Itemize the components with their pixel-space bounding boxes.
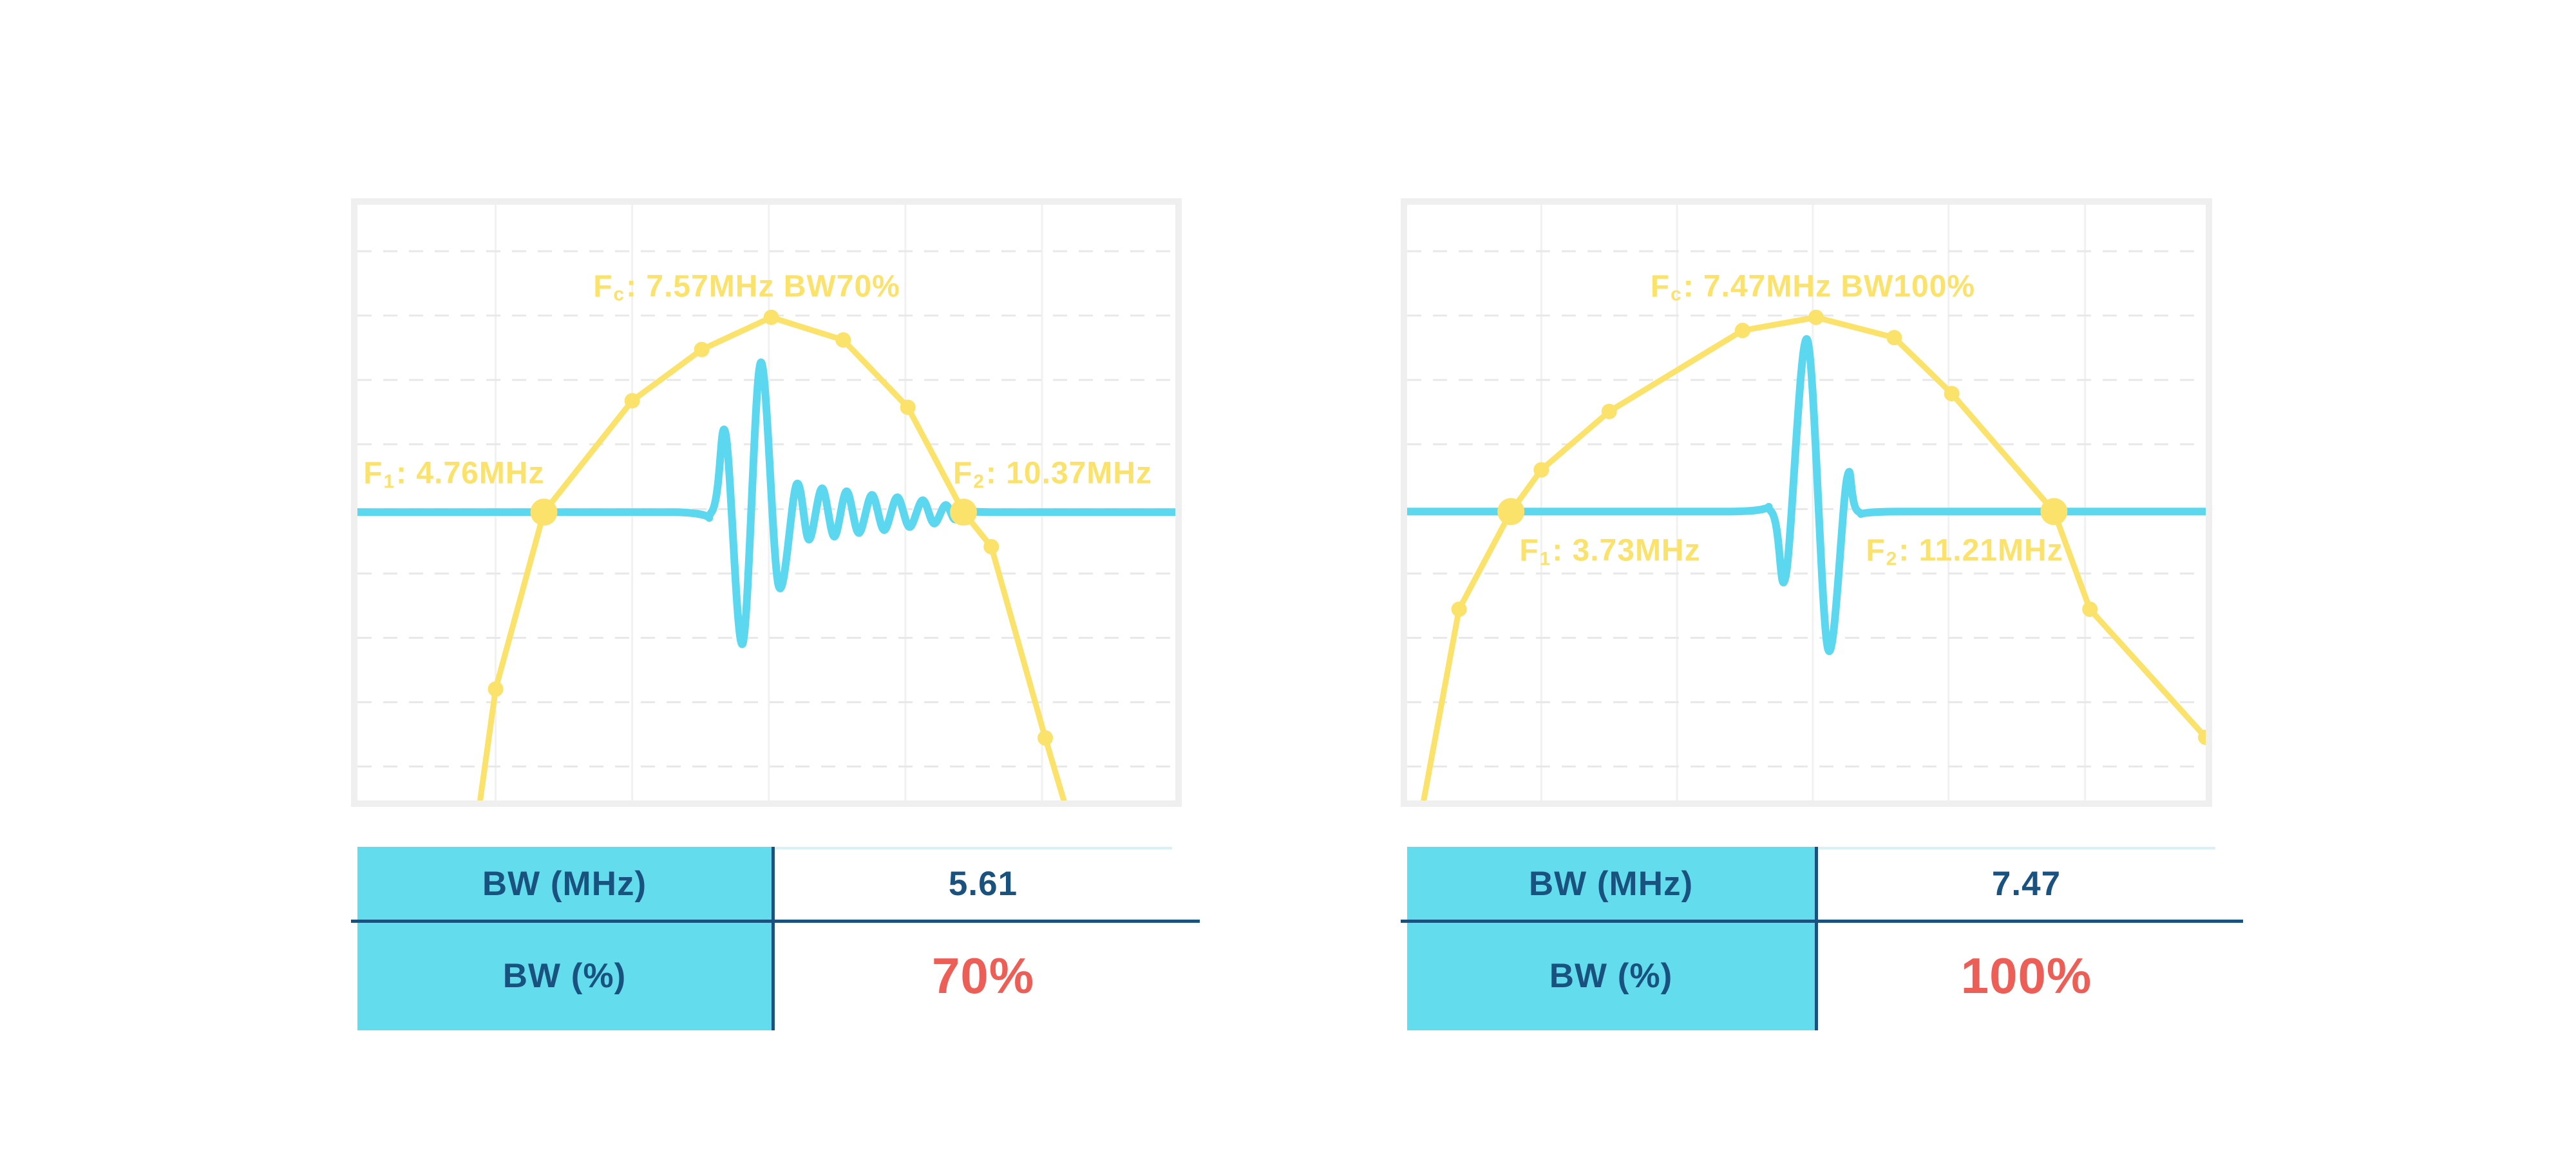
fc-subscript: c [1671, 283, 1682, 305]
f2-value-text: : 11.21MHz [1899, 533, 2063, 568]
spectrum-pulse-plot-left [357, 205, 1175, 800]
fc-value-text: : 7.57MHz BW70% [626, 269, 900, 304]
fc-value-text: : 7.47MHz BW100% [1683, 269, 1976, 304]
f2-prefix: F [953, 456, 973, 491]
f1-annotation-left: F1: 4.76MHz [363, 456, 545, 493]
f1-value-text: : 3.73MHz [1552, 533, 1701, 568]
bw-mhz-label: BW (MHz) [1407, 847, 1815, 921]
spectrum-pulse-plot-right [1407, 205, 2206, 800]
fc-prefix: F [593, 269, 613, 304]
f1-prefix: F [1519, 533, 1539, 568]
bw-table-right: BW (MHz) 7.47 BW (%) 100% [1401, 847, 2243, 1030]
f2-prefix: F [1866, 533, 1886, 568]
f1-prefix: F [363, 456, 383, 491]
f2-annotation-left: F2: 10.37MHz [953, 456, 1152, 493]
bw-mhz-value: 5.61 [948, 865, 1018, 903]
bw-table-left: BW (MHz) 5.61 BW (%) 70% [351, 847, 1200, 1030]
table-row: BW (MHz) 7.47 [1407, 847, 2238, 921]
chart-panel-left: Fc: 7.57MHz BW70% F1: 4.76MHz F2: 10.37M… [351, 198, 1182, 807]
table-row-divider [351, 920, 1200, 923]
bw-pct-value: 70% [931, 947, 1035, 1004]
table-topline [1815, 847, 2215, 849]
bw-mhz-value: 7.47 [1991, 865, 2061, 903]
fc-prefix: F [1650, 269, 1671, 304]
fc-annotation-right: Fc: 7.47MHz BW100% [1650, 269, 1976, 305]
table-row: BW (%) 100% [1407, 921, 2238, 1030]
table-row: BW (MHz) 5.61 [357, 847, 1195, 921]
chart-panel-right: Fc: 7.47MHz BW100% F1: 3.73MHz F2: 11.21… [1401, 198, 2212, 807]
table-topline [772, 847, 1172, 849]
f1-annotation-right: F1: 3.73MHz [1519, 533, 1701, 570]
table-column-divider [772, 847, 775, 1030]
f1-subscript: 1 [383, 471, 395, 493]
bw-pct-label: BW (%) [357, 921, 772, 1030]
f2-subscript: 2 [1886, 548, 1898, 570]
bw-mhz-label: BW (MHz) [357, 847, 772, 921]
bw-pct-value: 100% [1960, 947, 2092, 1004]
f2-annotation-right: F2: 11.21MHz [1866, 533, 2063, 570]
f1-subscript: 1 [1539, 548, 1551, 570]
fc-subscript: c [613, 283, 625, 305]
f2-value-text: : 10.37MHz [985, 456, 1152, 491]
table-row-divider [1401, 920, 2243, 923]
f2-subscript: 2 [973, 471, 985, 493]
table-column-divider [1815, 847, 1818, 1030]
f1-value-text: : 4.76MHz [396, 456, 545, 491]
table-row: BW (%) 70% [357, 921, 1195, 1030]
bw-pct-label: BW (%) [1407, 921, 1815, 1030]
fc-annotation-left: Fc: 7.57MHz BW70% [593, 269, 900, 305]
